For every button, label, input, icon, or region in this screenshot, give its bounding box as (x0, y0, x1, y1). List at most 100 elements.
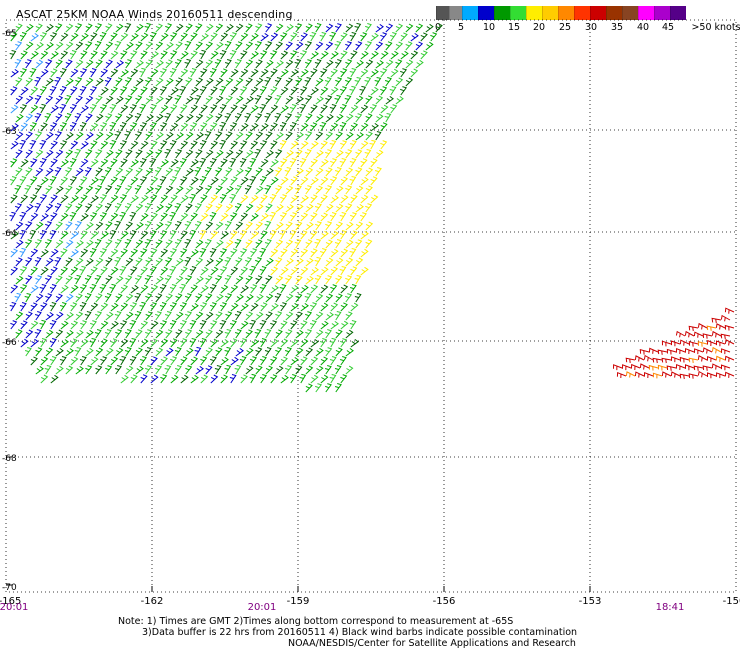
wind-barb (294, 58, 302, 69)
wind-barb (219, 85, 227, 96)
wind-barb (200, 122, 208, 132)
wind-barb (140, 320, 149, 330)
wind-barb (110, 248, 119, 258)
wind-barb (194, 346, 202, 357)
wind-barb (340, 176, 349, 186)
wind-barb (180, 176, 188, 186)
wind-barb (25, 311, 33, 321)
wind-barb (370, 32, 379, 42)
wind-barb (19, 229, 27, 240)
wind-barb (264, 329, 272, 339)
wind-barb (105, 131, 114, 141)
wind-barb (165, 293, 173, 303)
wind-barb (274, 112, 282, 123)
wind-barb (174, 221, 182, 231)
wind-barb (349, 32, 357, 42)
wind-barb (230, 338, 238, 348)
wind-barb (90, 212, 98, 222)
wind-barb (325, 275, 333, 285)
wind-barb (295, 96, 304, 105)
wind-barb (370, 50, 379, 60)
wind-barb (195, 41, 203, 51)
wind-barb (40, 194, 48, 204)
wind-barb (90, 50, 98, 60)
wind-barb (400, 32, 408, 42)
wind-barb (115, 149, 123, 159)
wind-barb (315, 113, 324, 123)
wind-barb (310, 267, 319, 276)
wind-barb (215, 41, 224, 51)
wind-barb (95, 149, 103, 159)
wind-barb (15, 95, 24, 105)
lon-tick-marks (151, 586, 591, 592)
wind-barb (200, 212, 209, 222)
wind-barb (255, 113, 263, 123)
wind-barb (15, 23, 23, 33)
wind-barb (657, 349, 668, 355)
wind-barb (295, 329, 304, 339)
wind-barb (334, 239, 342, 249)
wind-barb (169, 68, 177, 78)
wind-barb (250, 338, 259, 348)
wind-barb (65, 41, 74, 51)
wind-barb (20, 104, 28, 114)
wind-barb (345, 239, 354, 249)
wind-barb (285, 204, 294, 213)
wind-barb (310, 248, 318, 258)
wind-barb (75, 59, 84, 69)
wind-barb (285, 41, 293, 51)
wind-barb (355, 257, 364, 267)
wind-barb (160, 194, 169, 204)
wind-barb (290, 212, 298, 222)
wind-barb (245, 77, 253, 87)
wind-barb (285, 221, 293, 231)
wind-barb (84, 293, 92, 303)
wind-barb (210, 50, 219, 60)
wind-barb (59, 356, 67, 366)
wind-barb (100, 158, 109, 168)
wind-barb (140, 140, 149, 150)
wind-barb (661, 371, 672, 378)
wind-barb (385, 95, 394, 105)
wind-barb (45, 77, 54, 87)
wind-barb (125, 311, 134, 321)
wind-barb (55, 149, 64, 159)
wind-barb (285, 365, 293, 375)
wind-barb (265, 41, 273, 51)
wind-barb (225, 185, 234, 195)
wind-barb (345, 221, 354, 231)
wind-barb (230, 356, 239, 366)
wind-barb (114, 239, 122, 249)
wind-barb (339, 230, 347, 240)
lon-label-159: -159 (287, 596, 310, 607)
wind-barb (85, 113, 93, 123)
wind-barb (35, 293, 44, 303)
wind-barb (648, 347, 659, 354)
wind-barb (34, 202, 42, 213)
scale-segment (542, 6, 558, 20)
wind-barb (295, 293, 303, 303)
wind-barb (300, 230, 308, 240)
wind-barb (155, 41, 164, 51)
wind-barb (15, 203, 23, 213)
wind-barb (35, 275, 43, 285)
wind-barb (9, 50, 17, 60)
wind-barb (160, 266, 169, 276)
wind-barb (314, 23, 322, 33)
wind-barb (315, 365, 324, 375)
wind-barb (114, 256, 122, 267)
wind-barb (25, 95, 34, 105)
wind-barb (225, 311, 233, 321)
wind-barb (315, 311, 324, 321)
wind-barb (355, 239, 363, 249)
wind-barb (95, 221, 104, 231)
wind-barb (415, 41, 424, 51)
wind-barb (54, 76, 62, 87)
wind-barb (275, 60, 284, 69)
wind-barb (320, 176, 329, 186)
wind-barb (134, 185, 142, 195)
wind-barb (195, 185, 204, 195)
wind-barb (355, 167, 363, 177)
wind-barb (639, 363, 650, 370)
wind-barb (365, 185, 373, 195)
